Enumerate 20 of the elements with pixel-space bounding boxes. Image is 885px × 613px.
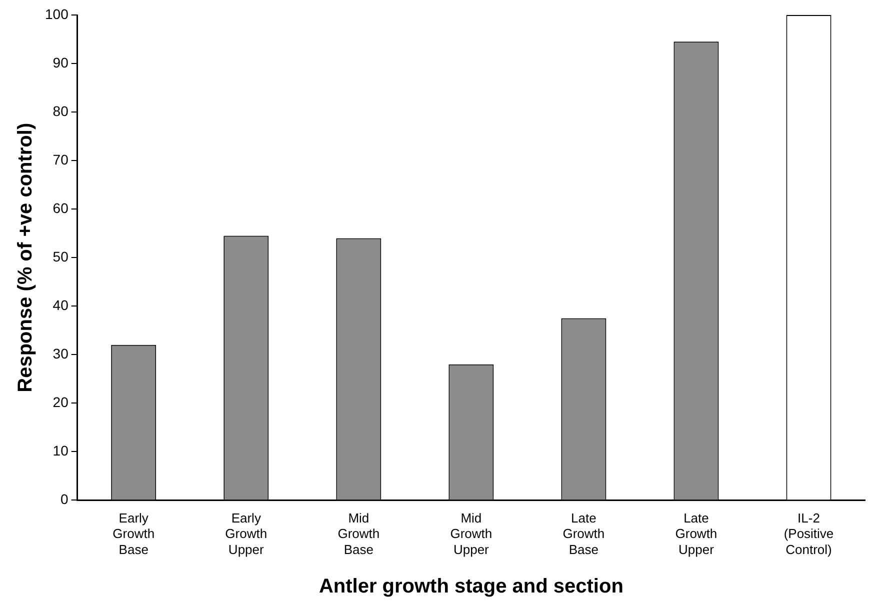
- x-tick-label: Mid Growth Base: [338, 510, 380, 557]
- y-tick-label: 10: [52, 442, 69, 459]
- x-tick-label: IL-2 (Positive Control): [784, 510, 834, 557]
- y-tick-label: 70: [52, 151, 69, 168]
- y-tick-label: 80: [52, 102, 69, 119]
- y-tick-label: 20: [52, 394, 69, 410]
- x-tick-label: Mid Growth Upper: [450, 510, 492, 557]
- x-axis-title: Antler growth stage and section: [318, 576, 624, 598]
- x-tick-label: Early Growth Upper: [225, 510, 268, 557]
- y-tick-label: 0: [60, 491, 69, 508]
- y-tick-label: 90: [52, 54, 69, 70]
- x-tick-label: Late Growth Upper: [675, 510, 718, 557]
- y-tick-label: 60: [52, 200, 69, 216]
- x-tick-label: Late Growth Base: [562, 510, 605, 557]
- x-tick-label: Early Growth Base: [112, 510, 155, 557]
- y-tick-label: 50: [52, 248, 69, 264]
- y-tick-label: 40: [52, 296, 69, 313]
- y-tick-label: 30: [52, 346, 69, 362]
- y-tick-label: 100: [45, 6, 69, 22]
- y-axis-title: Response (% of +ve control): [14, 122, 37, 392]
